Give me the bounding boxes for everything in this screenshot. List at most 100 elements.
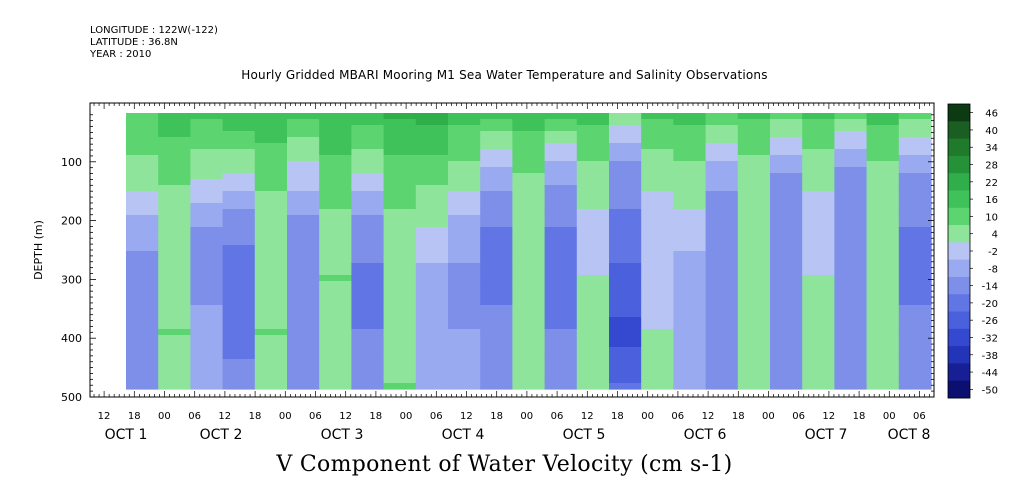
heatmap-cell	[898, 353, 932, 360]
heatmap-cell	[158, 179, 191, 186]
heatmap-cell	[576, 173, 610, 180]
heatmap-cell	[222, 335, 256, 342]
heatmap-cell	[190, 281, 224, 288]
heatmap-cell	[609, 299, 642, 306]
heatmap-cell	[415, 347, 449, 354]
heatmap-cell	[383, 173, 417, 180]
heatmap-cell	[737, 125, 771, 132]
heatmap-cell	[512, 233, 546, 240]
colorbar-label: 22	[985, 178, 998, 189]
heatmap-cell	[641, 149, 674, 156]
heatmap-cell	[254, 383, 288, 390]
x-tick-label: 18	[369, 411, 382, 422]
x-tick-label: 12	[218, 411, 231, 422]
heatmap-cell	[190, 365, 224, 372]
heatmap-cell	[512, 323, 546, 330]
heatmap-cell	[222, 167, 256, 174]
heatmap-cell	[415, 251, 449, 258]
heatmap-cell	[512, 341, 546, 348]
heatmap-cell	[415, 281, 449, 288]
heatmap-cell	[641, 275, 674, 282]
heatmap-cell	[480, 161, 513, 168]
heatmap-cell	[737, 287, 771, 294]
heatmap-cell	[576, 209, 610, 216]
heatmap-cell	[673, 149, 707, 156]
heatmap-cell	[866, 173, 900, 180]
heatmap-cell	[351, 275, 385, 282]
heatmap-cell	[351, 161, 385, 168]
heatmap-cell	[770, 137, 803, 144]
heatmap-cell	[866, 371, 900, 378]
heatmap-cell	[222, 161, 256, 168]
heatmap-cell	[737, 191, 771, 198]
heatmap-cell	[512, 299, 546, 306]
heatmap-cell	[448, 209, 481, 216]
heatmap-cell	[158, 113, 191, 120]
heatmap-cell	[770, 347, 803, 354]
heatmap-cell	[512, 269, 546, 276]
heatmap-cell	[126, 155, 159, 162]
heatmap-cell	[673, 209, 707, 216]
heatmap-cell	[480, 239, 513, 246]
heatmap-cell	[802, 287, 835, 294]
heatmap-cell	[770, 359, 803, 366]
heatmap-cell	[158, 245, 191, 252]
heatmap-cell	[351, 359, 385, 366]
heatmap-cell	[319, 113, 352, 120]
heatmap-cell	[673, 227, 707, 234]
heatmap-cell	[576, 317, 610, 324]
heatmap-cell	[158, 125, 191, 132]
heatmap-cell	[641, 185, 674, 192]
heatmap-cell	[673, 113, 707, 120]
heatmap-cell	[287, 119, 320, 126]
heatmap-cell	[705, 317, 739, 324]
heatmap-cell	[866, 317, 900, 324]
heatmap-cell	[415, 317, 449, 324]
heatmap-cell	[351, 341, 385, 348]
heatmap-cell	[287, 311, 320, 318]
heatmap-cell	[770, 251, 803, 258]
heatmap-cell	[415, 377, 449, 384]
heatmap-cell	[705, 149, 739, 156]
heatmap-cell	[705, 293, 739, 300]
heatmap-cell	[190, 329, 224, 336]
heatmap-cell	[351, 185, 385, 192]
heatmap-cell	[415, 119, 449, 126]
x-tick-label: 00	[400, 411, 413, 422]
heatmap-cell	[705, 281, 739, 288]
heatmap-cell	[641, 269, 674, 276]
heatmap-cell	[126, 341, 159, 348]
heatmap-cell	[737, 113, 771, 120]
heatmap-cell	[641, 323, 674, 330]
heatmap-cell	[737, 131, 771, 138]
heatmap-cell	[158, 239, 191, 246]
heatmap-cell	[254, 257, 288, 264]
heatmap-cell	[222, 185, 256, 192]
heatmap-cell	[770, 383, 803, 390]
colorbar-swatch	[948, 259, 970, 278]
heatmap-cell	[222, 371, 256, 378]
heatmap-cell	[448, 263, 481, 270]
heatmap-cell	[480, 341, 513, 348]
heatmap-cell	[158, 353, 191, 360]
heatmap-cell	[287, 203, 320, 210]
heatmap-cell	[641, 353, 674, 360]
heatmap-cell	[802, 197, 835, 204]
heatmap-cell	[287, 113, 320, 120]
heatmap-cell	[415, 161, 449, 168]
heatmap-cell	[866, 341, 900, 348]
heatmap-cell	[287, 269, 320, 276]
heatmap-cell	[222, 251, 256, 258]
heatmap-cell	[898, 311, 932, 318]
heatmap-cell	[576, 293, 610, 300]
heatmap-cell	[737, 233, 771, 240]
heatmap-cell	[254, 125, 288, 132]
heatmap-cell	[544, 137, 578, 144]
heatmap-cell	[737, 149, 771, 156]
heatmap-cell	[190, 293, 224, 300]
heatmap-cell	[383, 287, 417, 294]
heatmap-cell	[319, 239, 352, 246]
heatmap-cell	[770, 185, 803, 192]
heatmap-cell	[609, 323, 642, 330]
heatmap-cell	[254, 239, 288, 246]
